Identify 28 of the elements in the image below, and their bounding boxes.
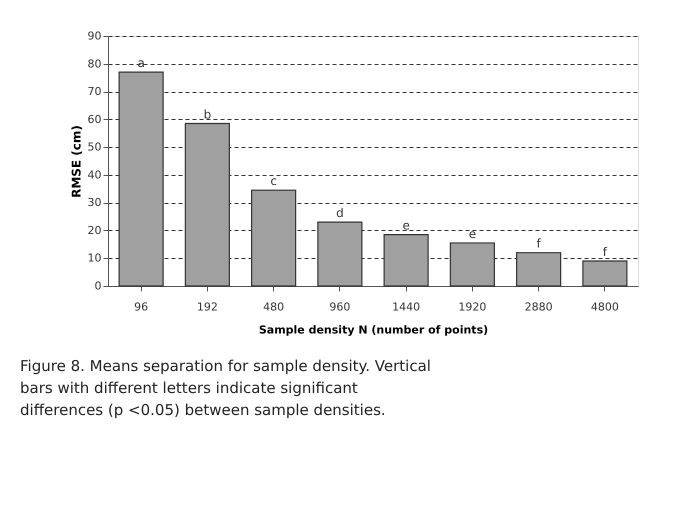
- y-tick-label: 20: [88, 224, 102, 237]
- y-tick-label: 0: [94, 280, 102, 292]
- x-tick-label: 4800: [590, 300, 619, 314]
- annotation: d: [336, 206, 344, 220]
- y-axis-title: RMSE (cm): [70, 125, 84, 198]
- x-axis-title: Sample density N (number of points): [258, 324, 488, 336]
- annotation: c: [270, 174, 277, 188]
- x-tick-label: 192: [196, 300, 218, 314]
- x-tick-label: 96: [134, 300, 148, 314]
- annotation: e: [468, 226, 476, 241]
- x-tick-label: 960: [329, 300, 350, 314]
- y-tick-label: 40: [88, 168, 102, 182]
- y-tick-label: 10: [88, 252, 102, 265]
- annotation: b: [204, 108, 212, 122]
- y-tick-label: 80: [88, 57, 102, 70]
- x-tick-label: 480: [263, 300, 284, 314]
- y-tick-label: 50: [88, 140, 102, 154]
- x-tick-label: 2880: [524, 300, 553, 314]
- y-tick-label: 90: [88, 30, 102, 42]
- annotation: f: [536, 236, 542, 251]
- annotation: f: [602, 245, 608, 259]
- x-tick-label: 1920: [458, 300, 486, 314]
- y-tick-label: 70: [88, 85, 102, 98]
- caption: Figure 8. Means separation for sample density. Vertical bars with different letters indicate significant differences (p <0.05) between sample densities.: [20, 357, 431, 419]
- y-tick-label: 60: [88, 112, 102, 126]
- annotation: e: [402, 218, 410, 233]
- y-tick-label: 30: [88, 196, 102, 210]
- x-tick-label: 1440: [392, 300, 420, 314]
